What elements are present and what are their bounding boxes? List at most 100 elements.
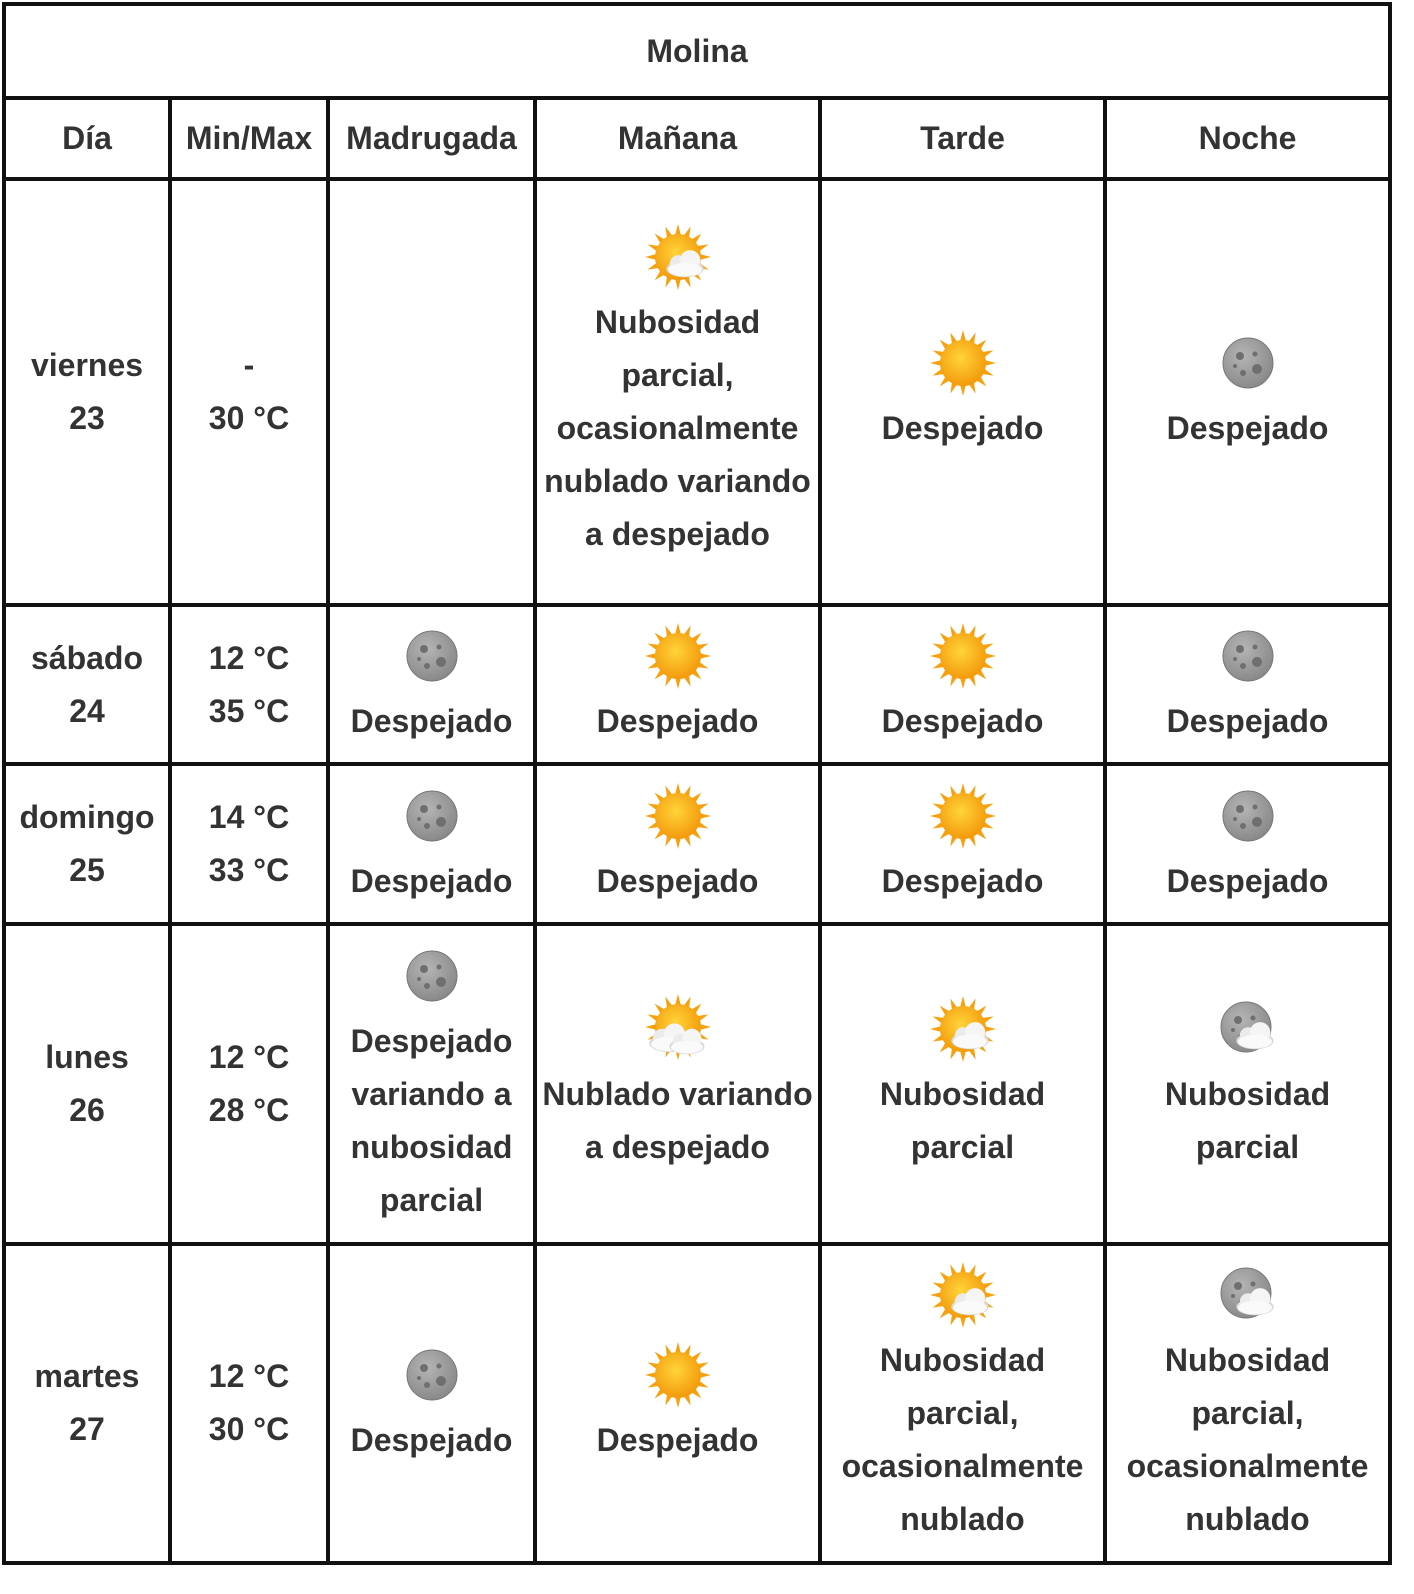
header-minmax: Min/Max <box>168 96 330 181</box>
weather-desc: Nubosidad parcial <box>1164 1075 1331 1165</box>
forecast-row: martes 27 12 °C 30 °C Despejado Despejad… <box>2 1241 1393 1566</box>
minmax-cell: 12 °C 30 °C <box>168 1241 330 1566</box>
weather-desc: Nubosidad parcial, ocasionalmente nublad… <box>841 1342 1084 1538</box>
header-row: Día Min/Max Madrugada Mañana Tarde Noche <box>2 96 1393 181</box>
temp-min: 12 °C <box>208 1038 290 1075</box>
manana-cell: Nubosidad parcial, ocasionalmente nublad… <box>533 176 822 607</box>
weather-desc: Despejado <box>350 862 513 899</box>
day-name: martes <box>34 1358 140 1395</box>
sun-partly-cloudy-icon <box>928 994 998 1064</box>
temp-max: 30 °C <box>208 399 290 436</box>
madrugada-cell: Despejado <box>326 602 537 767</box>
weather-desc: Despejado <box>881 862 1044 899</box>
weather-desc: Despejado variando a nubosidad parcial <box>350 1022 513 1218</box>
day-date: 23 <box>69 399 105 436</box>
header-madrugada: Madrugada <box>326 96 537 181</box>
day-name: viernes <box>30 346 144 383</box>
noche-cell: Despejado <box>1102 602 1393 767</box>
tarde-cell: Despejado <box>818 176 1107 607</box>
day-cell: sábado 24 <box>2 602 172 767</box>
title-row: Molina <box>1 1 1393 101</box>
temp-min: - <box>243 346 255 383</box>
weather-desc: Despejado <box>1166 410 1329 447</box>
moon-icon <box>1213 781 1283 851</box>
noche-cell: Despejado <box>1102 176 1393 607</box>
sun-icon <box>643 781 713 851</box>
day-date: 25 <box>69 852 105 889</box>
day-name: sábado <box>30 639 144 676</box>
madrugada-cell: Despejado variando a nubosidad parcial <box>326 922 537 1246</box>
day-cell: domingo 25 <box>2 762 172 927</box>
weather-desc: Despejado <box>1166 862 1329 899</box>
moon-icon <box>397 621 467 691</box>
temp-min: 12 °C <box>208 639 290 676</box>
sun-icon <box>928 621 998 691</box>
minmax-cell: - 30 °C <box>168 176 330 607</box>
moon-icon <box>1213 621 1283 691</box>
sun-cloudy-icon <box>643 993 713 1064</box>
sun-partly-cloudy-icon <box>643 222 713 292</box>
header-manana: Mañana <box>533 96 822 181</box>
temp-max: 28 °C <box>208 1091 290 1128</box>
weather-desc: Despejado <box>350 703 513 740</box>
noche-cell: Nubosidad parcial <box>1102 922 1393 1246</box>
weather-desc: Despejado <box>350 1421 513 1458</box>
day-date: 27 <box>69 1411 105 1448</box>
day-cell: lunes 26 <box>2 922 172 1246</box>
noche-cell: Despejado <box>1102 762 1393 927</box>
forecast-row: viernes 23 - 30 °C Nubosidad parcial, oc… <box>2 176 1393 607</box>
temp-max: 35 °C <box>208 692 290 729</box>
weather-desc: Despejado <box>596 862 759 899</box>
temp-max: 30 °C <box>208 1411 290 1448</box>
weather-desc: Despejado <box>881 703 1044 740</box>
weather-desc: Despejado <box>881 410 1044 447</box>
day-name: domingo <box>19 799 155 836</box>
moon-icon <box>397 941 467 1011</box>
weather-desc: Nublado variando a despejado <box>542 1075 813 1165</box>
temp-min: 14 °C <box>208 799 290 836</box>
weather-desc: Nubosidad parcial, ocasionalmente nublad… <box>1126 1342 1369 1538</box>
sun-icon <box>928 781 998 851</box>
header-day: Día <box>2 96 172 181</box>
day-date: 24 <box>69 692 105 729</box>
sun-icon <box>643 1340 713 1410</box>
sun-partly-cloudy-icon <box>928 1260 998 1330</box>
moon-icon <box>397 781 467 851</box>
day-date: 26 <box>69 1091 105 1128</box>
minmax-cell: 12 °C 35 °C <box>168 602 330 767</box>
tarde-cell: Nubosidad parcial, ocasionalmente nublad… <box>818 1241 1107 1566</box>
manana-cell: Despejado <box>533 602 822 767</box>
manana-cell: Despejado <box>533 1241 822 1566</box>
forecast-row: lunes 26 12 °C 28 °C Despejado variando … <box>2 922 1393 1246</box>
header-tarde: Tarde <box>818 96 1107 181</box>
weather-desc: Despejado <box>596 1421 759 1458</box>
tarde-cell: Despejado <box>818 602 1107 767</box>
day-name: lunes <box>45 1038 129 1075</box>
weather-desc: Nubosidad parcial <box>879 1075 1046 1165</box>
day-cell: viernes 23 <box>2 176 172 607</box>
manana-cell: Nublado variando a despejado <box>533 922 822 1246</box>
manana-cell: Despejado <box>533 762 822 927</box>
noche-cell: Nubosidad parcial, ocasionalmente nublad… <box>1102 1241 1393 1566</box>
temp-min: 12 °C <box>208 1358 290 1395</box>
temp-max: 33 °C <box>208 852 290 889</box>
weather-desc: Despejado <box>1166 703 1329 740</box>
sun-icon <box>643 621 713 691</box>
forecast-row: sábado 24 12 °C 35 °C Despejado Despejad… <box>2 602 1393 767</box>
moon-partly-cloudy-icon <box>1213 994 1283 1064</box>
tarde-cell: Nubosidad parcial <box>818 922 1107 1246</box>
moon-icon <box>397 1340 467 1410</box>
weather-desc: Nubosidad parcial, ocasionalmente nublad… <box>544 304 811 553</box>
day-cell: martes 27 <box>2 1241 172 1566</box>
forecast-row: domingo 25 14 °C 33 °C Despejado Despeja… <box>2 762 1393 927</box>
madrugada-cell: Despejado <box>326 762 537 927</box>
sun-icon <box>928 328 998 398</box>
minmax-cell: 14 °C 33 °C <box>168 762 330 927</box>
madrugada-cell <box>326 176 537 607</box>
madrugada-cell: Despejado <box>326 1241 537 1566</box>
location-title: Molina <box>1 1 1393 101</box>
moon-partly-cloudy-icon <box>1213 1260 1283 1330</box>
tarde-cell: Despejado <box>818 762 1107 927</box>
header-noche: Noche <box>1102 96 1393 181</box>
